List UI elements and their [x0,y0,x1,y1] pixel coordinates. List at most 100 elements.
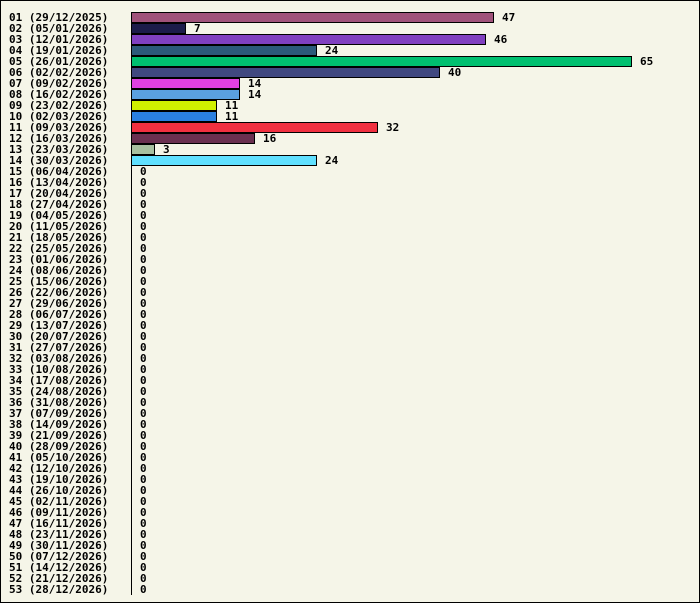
category-label: 11 (09/03/2026) [9,121,108,134]
value-label: 0 [140,264,147,277]
value-label: 24 [325,44,339,57]
value-label: 0 [140,209,147,222]
category-label: 40 (28/09/2026) [9,440,108,453]
bar [131,144,155,155]
value-label: 24 [325,154,339,167]
category-label: 42 (12/10/2026) [9,462,108,475]
category-label: 52 (21/12/2026) [9,572,108,585]
category-label: 43 (19/10/2026) [9,473,108,486]
value-label: 0 [140,484,147,497]
value-label: 0 [140,418,147,431]
value-label: 47 [502,11,515,24]
category-label: 07 (09/02/2026) [9,77,108,90]
category-label: 41 (05/10/2026) [9,451,108,464]
category-label: 21 (18/05/2026) [9,231,108,244]
bar [131,133,255,144]
bar [131,56,632,67]
value-label: 0 [140,253,147,266]
value-label: 0 [140,242,147,255]
value-label: 0 [140,506,147,519]
value-label: 0 [140,528,147,541]
bar [131,45,317,56]
bar [131,67,440,78]
value-label: 0 [140,363,147,376]
category-label: 03 (12/01/2026) [9,33,108,46]
category-label: 14 (30/03/2026) [9,154,108,167]
bar [131,12,494,23]
category-label: 16 (13/04/2026) [9,176,108,189]
category-label: 28 (06/07/2026) [9,308,108,321]
category-label: 06 (02/02/2026) [9,66,108,79]
category-label: 38 (14/09/2026) [9,418,108,431]
category-label: 48 (23/11/2026) [9,528,108,541]
category-label: 22 (25/05/2026) [9,242,108,255]
category-label: 50 (07/12/2026) [9,550,108,563]
value-label: 0 [140,473,147,486]
category-label: 17 (20/04/2026) [9,187,108,200]
category-label: 32 (03/08/2026) [9,352,108,365]
value-label: 0 [140,275,147,288]
value-label: 40 [448,66,461,79]
category-label: 31 (27/07/2026) [9,341,108,354]
category-label: 47 (16/11/2026) [9,517,108,530]
category-label: 53 (28/12/2026) [9,583,108,596]
value-label: 0 [140,187,147,200]
category-label: 35 (24/08/2026) [9,385,108,398]
value-label: 0 [140,517,147,530]
value-label: 0 [140,308,147,321]
category-label: 09 (23/02/2026) [9,99,108,112]
category-label: 24 (08/06/2026) [9,264,108,277]
value-label: 0 [140,462,147,475]
value-label: 0 [140,583,147,596]
value-label: 0 [140,319,147,332]
value-label: 0 [140,297,147,310]
category-label: 26 (22/06/2026) [9,286,108,299]
category-label: 01 (29/12/2025) [9,11,108,24]
value-label: 32 [386,121,399,134]
value-label: 0 [140,572,147,585]
category-label: 30 (20/07/2026) [9,330,108,343]
category-label: 29 (13/07/2026) [9,319,108,332]
category-label: 20 (11/05/2026) [9,220,108,233]
value-label: 0 [140,539,147,552]
value-label: 46 [494,33,508,46]
bar [131,155,317,166]
bar [131,100,217,111]
value-label: 14 [248,77,262,90]
value-label: 7 [194,22,201,35]
category-label: 44 (26/10/2026) [9,484,108,497]
category-label: 23 (01/06/2026) [9,253,108,266]
value-label: 0 [140,550,147,563]
value-label: 3 [163,143,170,156]
category-label: 05 (26/01/2026) [9,55,108,68]
bar [131,23,186,34]
value-label: 0 [140,396,147,409]
category-label: 15 (06/04/2026) [9,165,108,178]
value-label: 0 [140,286,147,299]
value-label: 16 [263,132,277,145]
value-label: 0 [140,451,147,464]
value-label: 0 [140,429,147,442]
value-label: 0 [140,561,147,574]
value-label: 0 [140,330,147,343]
category-label: 18 (27/04/2026) [9,198,108,211]
category-label: 08 (16/02/2026) [9,88,108,101]
bar [131,111,217,122]
category-label: 04 (19/01/2026) [9,44,108,57]
category-label: 10 (02/03/2026) [9,110,108,123]
category-label: 27 (29/06/2026) [9,297,108,310]
category-label: 39 (21/09/2026) [9,429,108,442]
bar [131,34,486,45]
value-label: 65 [640,55,653,68]
value-label: 14 [248,88,262,101]
value-label: 0 [140,165,147,178]
value-label: 11 [225,110,239,123]
bar [131,89,240,100]
bar [131,122,378,133]
value-label: 0 [140,440,147,453]
value-label: 0 [140,407,147,420]
category-label: 25 (15/06/2026) [9,275,108,288]
value-label: 0 [140,176,147,189]
